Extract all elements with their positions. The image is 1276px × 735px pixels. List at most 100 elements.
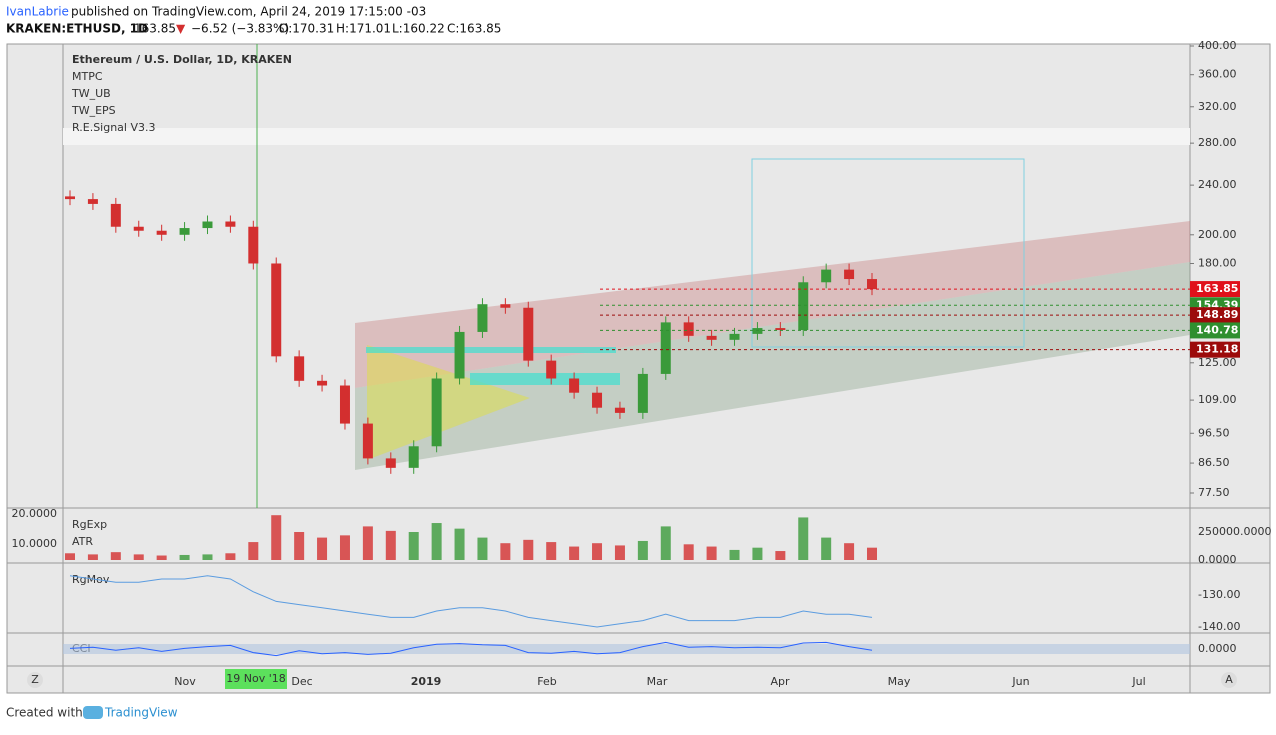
chart-frame: [6, 43, 1271, 694]
button-label[interactable]: A: [1225, 673, 1233, 686]
pane-label: RgExp: [72, 518, 107, 531]
button-label[interactable]: Z: [31, 673, 39, 686]
candle: [821, 269, 832, 283]
y-tick-label: -140.00: [1198, 620, 1240, 633]
volume-bar: [798, 517, 809, 560]
candle: [523, 307, 534, 361]
candle: [592, 392, 603, 408]
volume-bar: [500, 543, 511, 560]
cci-line: [69, 641, 873, 657]
price-tag-label: 140.78: [1196, 323, 1238, 336]
candle: [637, 373, 648, 413]
open: O:170.31: [279, 22, 334, 36]
change: −6.52 (−3.83%): [191, 22, 289, 36]
candle: [179, 228, 190, 235]
y-tick-label: 0.0000: [1198, 642, 1237, 655]
volume-bar: [339, 535, 350, 560]
pane-label: RgMov: [72, 573, 110, 586]
y-tick-label: 240.00: [1198, 178, 1237, 191]
x-tick-label: May: [888, 675, 911, 688]
candle: [454, 331, 465, 379]
price-tag-label: 148.89: [1196, 308, 1238, 321]
pattern-triangle: [367, 345, 530, 460]
volume-bar: [362, 526, 373, 560]
volume-bar: [156, 555, 167, 560]
candle: [271, 263, 282, 357]
y-tick-label: 250000.0000: [1198, 525, 1271, 538]
volume-bar: [706, 546, 717, 560]
candle: [798, 282, 809, 330]
volume-bar: [821, 537, 832, 560]
volume-bar: [569, 546, 580, 560]
button[interactable]: [1221, 672, 1237, 688]
author[interactable]: IvanLabrie: [6, 5, 69, 19]
candle: [752, 328, 763, 334]
volume-bar: [660, 526, 671, 560]
candle: [65, 196, 75, 200]
x-tick-label: Jul: [1131, 675, 1145, 688]
zone-band: [63, 128, 1190, 145]
pane-label: ATR: [72, 535, 93, 548]
candle: [248, 226, 259, 264]
left-tick-label: 20.0000: [12, 507, 58, 520]
footer-brand[interactable]: TradingView: [104, 706, 178, 720]
volume-bar: [477, 537, 488, 560]
volume-bar: [683, 544, 694, 560]
volume-bar: [592, 543, 603, 560]
candle: [867, 279, 877, 290]
candle: [660, 322, 671, 374]
rgmov-line: [69, 575, 873, 628]
indicator-label: TW_UB: [71, 87, 111, 100]
candle: [775, 328, 786, 330]
volume-bar: [271, 515, 282, 560]
volume-bar: [844, 543, 855, 560]
price-tag: [1190, 322, 1240, 339]
y-tick-label: 320.00: [1198, 100, 1237, 113]
y-tick-label: 0.0000: [1198, 553, 1237, 566]
y-tick-label: 109.00: [1198, 393, 1237, 406]
candle: [294, 356, 305, 381]
published: published on TradingView.com, April 24, …: [71, 5, 426, 19]
button[interactable]: [27, 672, 43, 688]
price-tag: [1190, 281, 1240, 298]
chart-title: Ethereum / U.S. Dollar, 1D, KRAKEN: [72, 53, 292, 66]
symbol: KRAKEN:ETHUSD, 1D: [6, 22, 148, 36]
candle: [110, 203, 121, 227]
volume-bar: [637, 540, 648, 560]
candle: [546, 360, 557, 379]
candle: [362, 423, 373, 459]
candle: [133, 226, 144, 231]
logo: [83, 706, 103, 719]
low: L:160.22: [392, 22, 445, 36]
volume-bar: [775, 551, 786, 560]
high: H:171.01: [336, 22, 391, 36]
footer-text: Created with: [6, 706, 83, 720]
candle: [477, 304, 488, 332]
price-tag-label: 131.18: [1196, 343, 1238, 356]
candle: [569, 378, 580, 393]
x-tick-label: 2019: [411, 675, 442, 688]
arrow: ▼: [176, 22, 186, 36]
y-tick-label: 77.50: [1198, 486, 1230, 499]
y-tick-label: 125.00: [1198, 356, 1237, 369]
price-tag: [1190, 307, 1240, 324]
price-tag-label: 163.85: [1196, 282, 1238, 295]
price-tag: [1190, 341, 1240, 358]
candle: [500, 304, 511, 308]
close: C:163.85: [447, 22, 501, 36]
y-tick-label: 400.00: [1198, 39, 1237, 52]
candle: [431, 378, 442, 447]
volume-bar: [614, 545, 625, 560]
y-tick-label: -130.00: [1198, 588, 1240, 601]
volume-bar: [317, 537, 328, 560]
volume-bar: [523, 539, 534, 560]
candle: [614, 407, 625, 413]
indicator-label: MTPC: [72, 70, 103, 83]
volume-bar: [385, 530, 396, 560]
y-tick-label: 96.50: [1198, 426, 1230, 439]
volume-bar: [546, 542, 557, 560]
channel-upper: [355, 221, 1190, 388]
x-tick-label: Jun: [1011, 675, 1029, 688]
volume-bar: [202, 554, 213, 560]
